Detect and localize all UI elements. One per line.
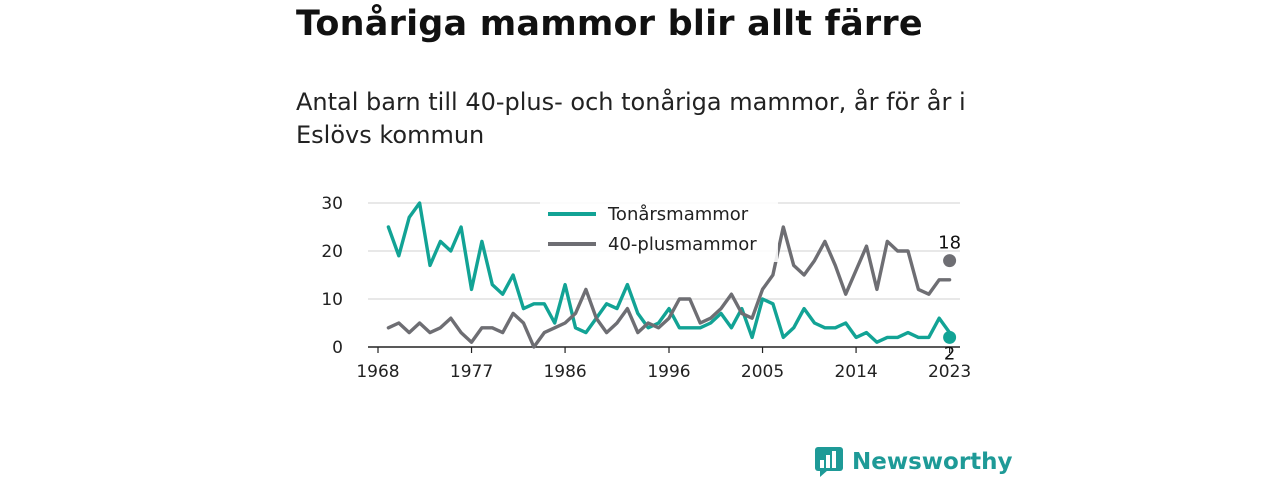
end-marker [943, 254, 957, 268]
end-marker [943, 330, 957, 344]
x-tick-label: 1977 [450, 362, 493, 382]
x-tick-label: 1986 [543, 362, 586, 382]
y-tick-label: 10 [321, 290, 343, 310]
x-tick-label: 2005 [741, 362, 784, 382]
y-tick-label: 0 [332, 338, 343, 358]
end-value-label: 18 [938, 233, 961, 254]
bar-chart-speech-bubble-icon [815, 447, 843, 477]
chart-title: Tonåriga mammor blir allt färre [296, 4, 923, 44]
brand-name: Newsworthy [852, 449, 1013, 475]
brand-logo: Newsworthy [814, 446, 1013, 478]
y-tick-label: 20 [321, 242, 343, 262]
legend: Tonårsmammor 40-plusmammor [540, 192, 778, 262]
x-tick-label: 1968 [356, 362, 399, 382]
x-tick-label: 2014 [834, 362, 877, 382]
legend-label: 40-plusmammor [608, 234, 757, 255]
x-tick-label: 2023 [928, 362, 971, 382]
legend-background [540, 192, 778, 262]
x-tick-label: 1996 [647, 362, 690, 382]
legend-label: Tonårsmammor [607, 204, 749, 225]
end-markers: 2 18 [938, 233, 961, 365]
end-value-label: 2 [944, 343, 955, 364]
series-line-fortioplusmammor [386, 225, 952, 349]
series-lines [386, 201, 952, 349]
y-axis: 0 10 20 30 [321, 194, 343, 358]
x-axis: 1968 1977 1986 1996 2005 2014 2023 [356, 346, 971, 382]
y-tick-label: 30 [321, 194, 343, 214]
series-line-tonarsmammor [386, 201, 952, 344]
chart-subtitle: Antal barn till 40-plus- och tonåriga ma… [296, 88, 966, 149]
